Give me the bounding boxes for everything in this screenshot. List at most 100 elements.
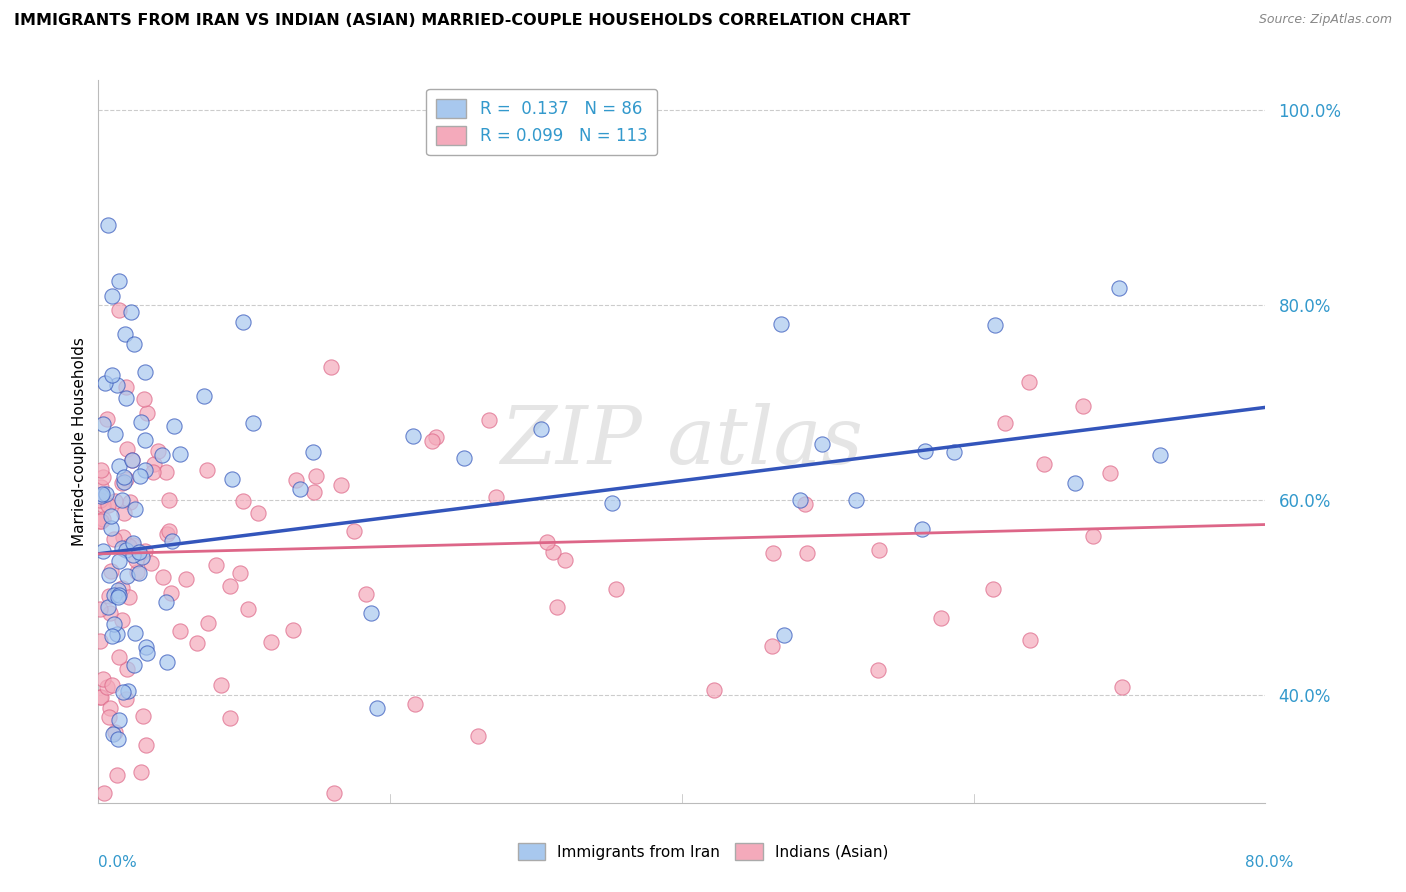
Point — [425, 430, 447, 444]
Point — [242, 416, 264, 430]
Point — [1081, 528, 1104, 542]
Point — [554, 553, 576, 567]
Point — [121, 452, 143, 467]
Point — [770, 318, 793, 332]
Point — [772, 627, 794, 641]
Point — [160, 534, 183, 549]
Point — [103, 588, 125, 602]
Point — [112, 475, 135, 489]
Point — [302, 485, 325, 500]
Point — [108, 458, 131, 473]
Point — [1149, 448, 1171, 462]
Point — [89, 602, 111, 616]
Point — [124, 501, 146, 516]
Point — [366, 701, 388, 715]
Point — [942, 445, 965, 459]
Point — [404, 697, 426, 711]
Point — [90, 480, 112, 494]
Point — [319, 360, 342, 375]
Point — [96, 680, 118, 694]
Text: IMMIGRANTS FROM IRAN VS INDIAN (ASIAN) MARRIED-COUPLE HOUSEHOLDS CORRELATION CHA: IMMIGRANTS FROM IRAN VS INDIAN (ASIAN) M… — [14, 13, 911, 29]
Point — [232, 493, 254, 508]
Point — [139, 557, 162, 571]
Point — [135, 738, 157, 752]
Point — [91, 417, 114, 431]
Point — [330, 478, 353, 492]
Point — [131, 549, 153, 564]
Point — [131, 764, 153, 779]
Point — [283, 623, 305, 637]
Point — [994, 416, 1017, 430]
Point — [129, 415, 152, 429]
Point — [221, 472, 243, 486]
Point — [121, 452, 143, 467]
Point — [159, 586, 181, 600]
Point — [121, 538, 143, 552]
Point — [110, 476, 132, 491]
Point — [97, 568, 120, 582]
Point — [135, 640, 157, 654]
Point — [134, 365, 156, 379]
Point — [103, 617, 125, 632]
Point — [115, 543, 138, 558]
Point — [120, 305, 142, 319]
Point — [121, 548, 143, 562]
Point — [209, 678, 232, 692]
Point — [811, 437, 834, 451]
Point — [101, 368, 124, 383]
Point — [929, 611, 952, 625]
Point — [118, 591, 141, 605]
Point — [868, 663, 890, 677]
Point — [105, 627, 128, 641]
Point — [107, 588, 129, 602]
Y-axis label: Married-couple Households: Married-couple Households — [72, 337, 87, 546]
Point — [118, 540, 141, 554]
Point — [231, 315, 253, 329]
Point — [122, 336, 145, 351]
Point — [115, 568, 138, 582]
Point — [762, 546, 785, 560]
Point — [1032, 458, 1054, 472]
Point — [467, 729, 489, 743]
Point — [163, 418, 186, 433]
Point — [148, 444, 170, 458]
Point — [89, 690, 111, 705]
Point — [115, 391, 138, 405]
Point — [305, 469, 328, 483]
Point — [105, 378, 128, 392]
Point — [134, 392, 156, 407]
Point — [530, 422, 553, 436]
Point — [124, 626, 146, 640]
Point — [1108, 280, 1130, 294]
Point — [120, 495, 142, 509]
Text: 0.0%: 0.0% — [98, 855, 138, 870]
Point — [845, 493, 868, 508]
Point — [156, 527, 179, 541]
Point — [111, 531, 134, 545]
Point — [112, 684, 135, 698]
Point — [91, 511, 114, 525]
Point — [100, 629, 122, 643]
Point — [122, 657, 145, 672]
Point — [794, 497, 817, 511]
Point — [195, 463, 218, 477]
Point — [420, 434, 443, 448]
Point — [128, 566, 150, 581]
Point — [134, 434, 156, 448]
Legend: Immigrants from Iran, Indians (Asian): Immigrants from Iran, Indians (Asian) — [512, 837, 894, 866]
Text: Source: ZipAtlas.com: Source: ZipAtlas.com — [1258, 13, 1392, 27]
Point — [186, 636, 208, 650]
Point — [1063, 476, 1085, 491]
Point — [93, 786, 115, 800]
Point — [193, 389, 215, 403]
Point — [789, 493, 811, 508]
Point — [485, 490, 508, 504]
Point — [155, 595, 177, 609]
Point — [98, 606, 121, 620]
Point — [91, 672, 114, 686]
Point — [122, 535, 145, 549]
Point — [108, 274, 131, 288]
Point — [129, 469, 152, 483]
Point — [169, 624, 191, 639]
Point — [546, 599, 568, 614]
